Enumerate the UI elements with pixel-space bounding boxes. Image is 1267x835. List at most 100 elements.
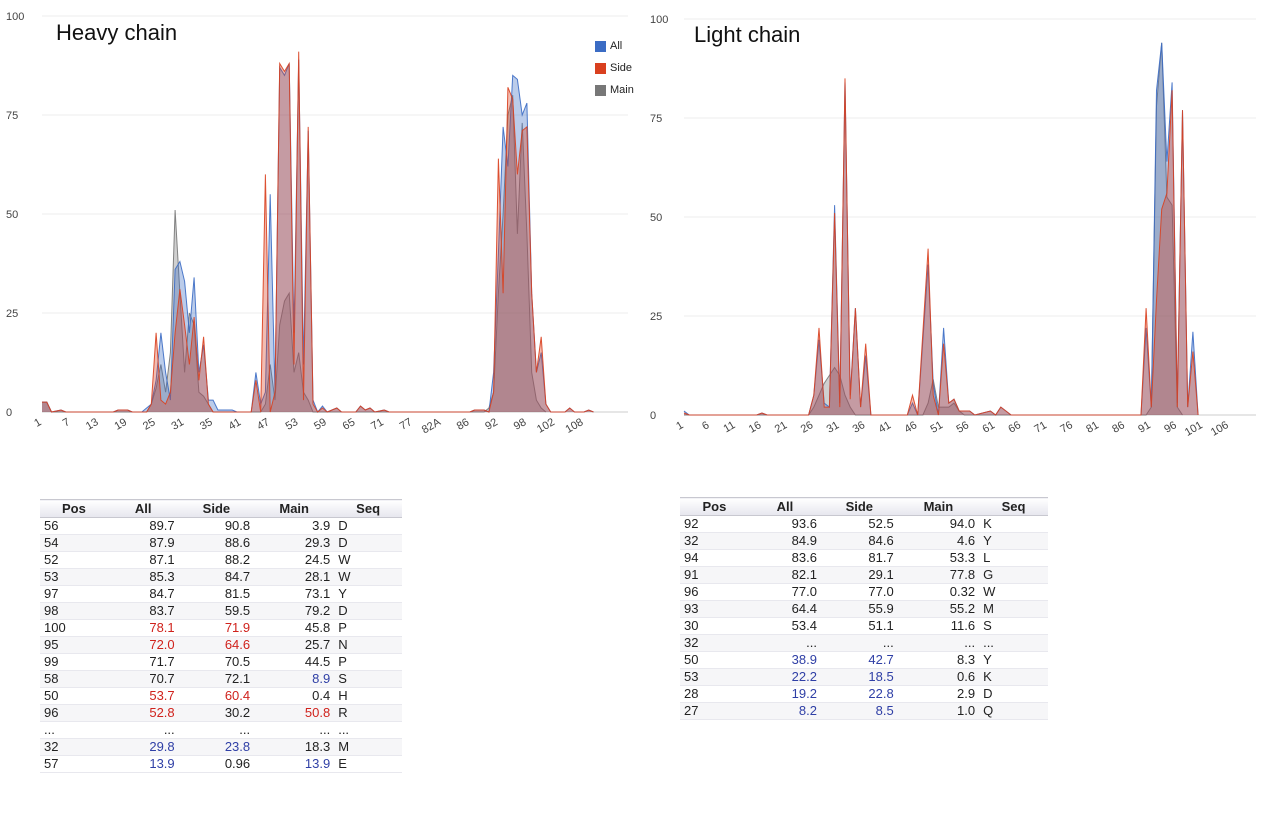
table-row: 27 8.2 8.5 1.0 Q xyxy=(680,702,1048,720)
heavy-table-cell-side: 84.7 xyxy=(178,568,255,586)
light-x-tick-label: 61 xyxy=(980,419,997,436)
light-x-tick-label: 81 xyxy=(1084,419,1101,436)
light-table-cell-side: 42.7 xyxy=(820,651,898,669)
light-chain-title: Light chain xyxy=(694,22,801,47)
light-table-header-side[interactable]: Side xyxy=(820,497,898,516)
table-row: 94 83.6 81.7 53.3 L xyxy=(680,549,1048,567)
light-table-cell-all: 19.2 xyxy=(748,685,821,703)
heavy-table-header-side[interactable]: Side xyxy=(178,499,255,518)
light-table-cell-main: 4.6 xyxy=(897,532,980,550)
light-chain-table: Pos All Side Main Seq 92 93.6 52.5 94.0 K 32 84.9 8… xyxy=(680,497,1048,720)
light-x-tick-label: 76 xyxy=(1058,419,1075,436)
table-row: 32............ xyxy=(680,634,1048,652)
table-row: 28 19.2 22.8 2.9 D xyxy=(680,685,1048,703)
light-x-tick-label: 71 xyxy=(1032,419,1049,436)
legend-swatch-main xyxy=(595,84,606,96)
light-table-header-main[interactable]: Main xyxy=(897,497,980,516)
heavy-table-cell-side: 90.8 xyxy=(178,517,255,535)
table-row: 99 71.7 70.5 44.5 P xyxy=(40,653,402,671)
legend-item-main[interactable]: Main xyxy=(595,79,634,101)
legend-item-all[interactable]: All xyxy=(595,35,634,57)
light-table-cell-seq: L xyxy=(979,549,1048,567)
light-table-cell-side: 52.5 xyxy=(820,515,898,533)
light-table-cell-all: 22.2 xyxy=(748,668,821,686)
heavy-y-tick-label: 0 xyxy=(6,407,12,419)
light-table-cell-pos: 32 xyxy=(680,532,749,550)
light-table-cell-seq: S xyxy=(979,617,1048,635)
light-series-side-line xyxy=(683,78,1199,416)
light-x-tick-label: 91 xyxy=(1136,419,1153,436)
table-row: 100 78.1 71.9 45.8 P xyxy=(40,619,402,637)
legend-item-side[interactable]: Side xyxy=(595,57,634,79)
light-table-cell-main: 0.6 xyxy=(897,668,980,686)
table-row: 32 29.8 23.8 18.3 M xyxy=(40,738,402,756)
heavy-table-cell-all: 89.7 xyxy=(107,517,179,535)
heavy-table-cell-main: 25.7 xyxy=(254,636,335,654)
light-table-header-all[interactable]: All xyxy=(748,497,821,516)
heavy-table-cell-seq: N xyxy=(334,636,402,654)
table-row: 53 85.3 84.7 28.1 W xyxy=(40,568,402,586)
light-table-cell-main: 2.9 xyxy=(897,685,980,703)
light-y-tick-label: 75 xyxy=(650,113,662,125)
heavy-table-cell-all: 71.7 xyxy=(107,653,179,671)
light-x-tick-label: 106 xyxy=(1209,419,1231,439)
heavy-table-cell-main: 29.3 xyxy=(254,534,335,552)
light-x-tick-label: 16 xyxy=(747,419,764,436)
heavy-table-cell-pos: 98 xyxy=(40,602,108,620)
light-series-all-area xyxy=(684,42,1199,416)
heavy-x-tick-label: 19 xyxy=(112,416,129,433)
light-table-cell-main: 94.0 xyxy=(897,515,980,533)
legend-label-all: All xyxy=(610,40,623,52)
heavy-table-cell-main: 18.3 xyxy=(254,738,335,756)
heavy-table-cell-side: 70.5 xyxy=(178,653,255,671)
heavy-table-header-pos[interactable]: Pos xyxy=(40,499,108,518)
heavy-table-cell-side: 72.1 xyxy=(178,670,255,688)
heavy-table-header-all[interactable]: All xyxy=(107,499,179,518)
light-table-cell-all: 8.2 xyxy=(748,702,821,720)
light-x-tick-label: 46 xyxy=(903,419,920,436)
heavy-table-cell-side: 23.8 xyxy=(178,738,255,756)
heavy-table-cell-pos: 54 xyxy=(40,534,108,552)
light-table-header-pos[interactable]: Pos xyxy=(680,497,749,516)
light-table-cell-pos: 93 xyxy=(680,600,749,618)
heavy-table-cell-seq: H xyxy=(334,687,402,705)
light-table-header-seq[interactable]: Seq xyxy=(979,497,1048,516)
light-table-cell-pos: 53 xyxy=(680,668,749,686)
heavy-table-cell-all: 85.3 xyxy=(107,568,179,586)
heavy-x-tick-label: 92 xyxy=(483,416,500,433)
light-table-cell-all: 93.6 xyxy=(748,515,821,533)
heavy-x-tick-label: 53 xyxy=(284,416,301,433)
heavy-series-main-area xyxy=(42,95,546,412)
heavy-table-header-seq[interactable]: Seq xyxy=(334,499,402,518)
heavy-table-cell-main: 44.5 xyxy=(254,653,335,671)
heavy-table-cell-pos: 97 xyxy=(40,585,108,603)
heavy-table-cell-main: 24.5 xyxy=(254,551,335,569)
table-row: 96 52.8 30.2 50.8 R xyxy=(40,704,402,722)
heavy-table-cell-seq: S xyxy=(334,670,402,688)
light-table-cell-all: 83.6 xyxy=(748,549,821,567)
heavy-table-cell-all: 53.7 xyxy=(107,687,179,705)
heavy-table-cell-main: 28.1 xyxy=(254,568,335,586)
table-row: 54 87.9 88.6 29.3 D xyxy=(40,534,402,552)
light-table-cell-main: 11.6 xyxy=(897,617,980,635)
heavy-table-cell-seq: D xyxy=(334,602,402,620)
heavy-table-cell-pos: 56 xyxy=(40,517,108,535)
light-table-cell-pos: 94 xyxy=(680,549,749,567)
light-table-cell-seq: D xyxy=(979,685,1048,703)
light-x-tick-label: 56 xyxy=(954,419,971,436)
heavy-y-tick-label: 75 xyxy=(6,110,18,122)
light-table-cell-main: 1.0 xyxy=(897,702,980,720)
table-row: 97 84.7 81.5 73.1 Y xyxy=(40,585,402,603)
heavy-x-tick-label: 71 xyxy=(369,416,386,433)
light-table-cell-main: 8.3 xyxy=(897,651,980,669)
heavy-table-cell-all: 87.1 xyxy=(107,551,179,569)
heavy-table-header-main[interactable]: Main xyxy=(254,499,335,518)
light-table-cell-all: 77.0 xyxy=(748,583,821,601)
heavy-table-cell-seq: M xyxy=(334,738,402,756)
legend-swatch-side xyxy=(595,62,606,74)
table-row: 50 53.7 60.4 0.4 H xyxy=(40,687,402,705)
light-x-tick-label: 1 xyxy=(674,419,685,432)
heavy-table-cell-side: 0.96 xyxy=(178,755,255,773)
heavy-table-cell-pos: 52 xyxy=(40,551,108,569)
